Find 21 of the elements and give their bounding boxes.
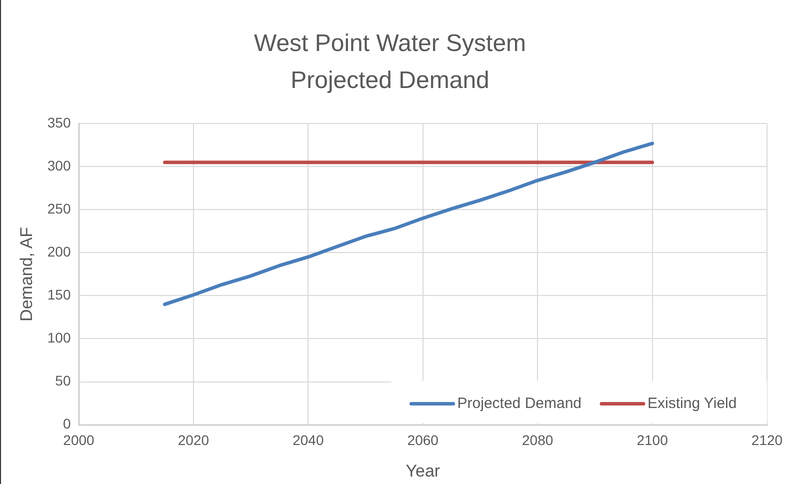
x-tick-label: 2120 (751, 432, 783, 448)
chart-subtitle: Projected Demand (290, 66, 490, 94)
x-tick-label: 2100 (636, 432, 668, 448)
x-tick-label: 2000 (63, 432, 95, 448)
chart-title: West Point Water System (254, 30, 526, 58)
x-tick-label: 2040 (292, 432, 324, 448)
x-tick-label: 2080 (522, 432, 554, 448)
y-tick-label: 250 (47, 200, 71, 217)
y-tick-label: 0 (62, 416, 71, 432)
legend-label: Existing Yield (648, 394, 737, 412)
y-tick-label: 300 (47, 157, 71, 174)
legend-label: Projected Demand (457, 394, 582, 412)
x-tick-label: 2060 (407, 432, 439, 448)
x-axis-title: Year (406, 461, 440, 480)
x-tick-label: 2020 (178, 432, 210, 448)
y-tick-label: 350 (47, 114, 71, 130)
y-tick-label: 100 (47, 330, 71, 346)
y-axis-title: Demand, AF (16, 226, 36, 322)
y-tick-label: 200 (47, 244, 71, 260)
y-tick-label: 150 (47, 286, 71, 303)
y-tick-label: 50 (55, 372, 71, 389)
